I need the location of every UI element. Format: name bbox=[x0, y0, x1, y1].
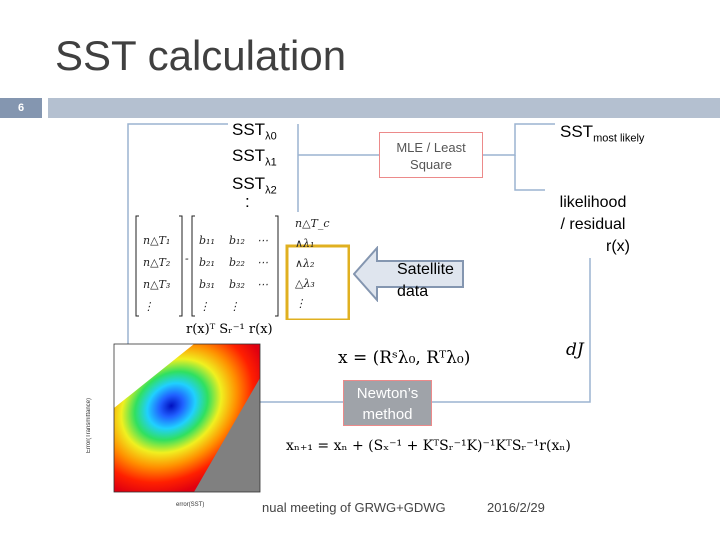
newton-line-2: method bbox=[362, 406, 413, 423]
loop-line-right bbox=[432, 258, 591, 403]
satellite-line-1: Satellite bbox=[397, 261, 454, 278]
matrix-dash: - bbox=[185, 252, 189, 265]
sst-item-2: SSTλ2 bbox=[232, 174, 277, 197]
heatmap-mask-top bbox=[114, 344, 194, 408]
satellite-line-2: data bbox=[397, 283, 429, 300]
heatmap-y-label: Error(Transmittance) bbox=[86, 398, 92, 454]
jacobian-matrix: n△T₁ n△T₂ n△T₃ ⋮ - b₁₁ b₂₁ b₃₁ ⋮ b₁₂ b₂₂ b₃₂ ⋮ ⋯ ⋯… bbox=[135, 212, 350, 320]
likelihood-line-1: likelihood bbox=[559, 194, 627, 211]
sst-ellipsis: : bbox=[245, 192, 250, 211]
matrix-col-2: b₁₁ b₂₁ b₃₁ ⋮ bbox=[199, 234, 215, 313]
cost-equation: r(x)ᵀ Sᵣ⁻¹ r(x) bbox=[186, 322, 273, 337]
sst-item-0: SSTλ0 bbox=[232, 120, 277, 143]
heatmap-x-label: error(SST) bbox=[176, 502, 205, 508]
highlight-box bbox=[285, 244, 350, 320]
mle-line-2: Square bbox=[410, 157, 452, 172]
likelihood-line-2: / residual bbox=[560, 216, 626, 233]
sst-item-1: SSTλ1 bbox=[232, 146, 277, 169]
title-bar bbox=[48, 98, 720, 118]
newton-equation: xₙ₊₁ = xₙ + (Sₓ⁻¹ + KᵀSᵣ⁻¹K)⁻¹KᵀSᵣ⁻¹r(xₙ… bbox=[286, 438, 571, 454]
footer-date: 2016/2/29 bbox=[487, 500, 545, 515]
satellite-arrow bbox=[353, 246, 464, 302]
state-vector-equation: x = (Rˢλ₀, Rᵀλ₀) bbox=[338, 348, 471, 368]
matrix-col-4: ⋯ ⋯ ⋯ bbox=[257, 234, 268, 291]
sst-most-likely: SSTmost likely bbox=[560, 122, 645, 145]
footer-meeting: nual meeting of GRWG+GDWG bbox=[262, 500, 446, 515]
matrix-col-5: n△T_c ∧λ₁ ∧λ₂ △λ₃ ⋮ bbox=[295, 217, 330, 310]
matrix-col-1: n△T₁ n△T₂ n△T₃ ⋮ bbox=[143, 234, 171, 313]
dj-label: dJ bbox=[566, 340, 584, 360]
cost-heatmap: Error(Transmittance) error(SST) bbox=[84, 338, 264, 510]
mle-line-1: MLE / Least bbox=[396, 140, 466, 155]
mle-to-likelihood-line bbox=[514, 155, 545, 191]
satellite-label: Satellite data bbox=[397, 259, 454, 303]
likelihood-line-3: r(x) bbox=[606, 238, 630, 255]
slide-number: 6 bbox=[0, 98, 42, 118]
mle-to-result-line bbox=[483, 123, 555, 156]
likelihood-label: likelihood / residual r(x) bbox=[548, 192, 638, 258]
matrix-col-3: b₁₂ b₂₂ b₃₂ ⋮ bbox=[229, 234, 245, 313]
mle-box: MLE / Least Square bbox=[379, 132, 483, 178]
slide-title: SST calculation bbox=[55, 32, 347, 79]
heatmap-mask-right bbox=[194, 344, 260, 492]
newton-box: Newton’s method bbox=[343, 380, 432, 426]
newton-line-1: Newton’s bbox=[356, 385, 419, 402]
